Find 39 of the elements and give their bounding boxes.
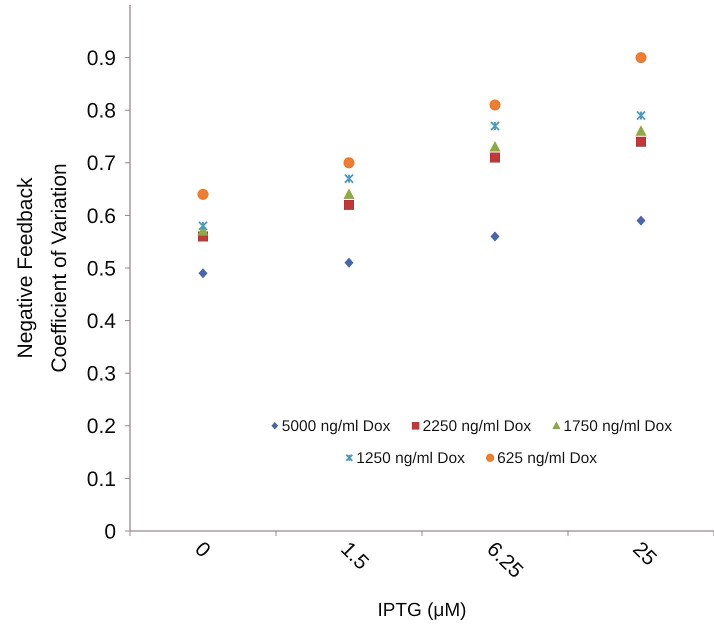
point [344,157,354,168]
point [490,99,500,110]
y-tick-label: 0.1 [86,468,116,491]
y-tick-label: 0.2 [86,415,116,438]
legend-label: 1750 ng/ml Dox [563,418,672,436]
point [636,136,646,147]
y-tick-label: 0.6 [86,204,116,228]
y-tick-label: 0.5 [86,257,116,280]
point [344,188,354,199]
y-axis-title: Negative Feedback Coefficient of Variation [14,163,71,373]
point [344,200,354,210]
point [198,221,208,231]
point [344,174,354,184]
x-tick-label: 1.5 [336,537,374,574]
point [636,125,646,136]
y-tick-label: 0.4 [86,310,116,333]
x-tick-label: 25 [628,537,662,570]
point [490,152,500,163]
y-tick-label: 0.7 [86,152,116,176]
point [490,141,500,152]
y-tick-label: 0.8 [86,100,116,123]
legend-label: 5000 ng/ml Dox [282,418,391,436]
point [198,268,208,278]
x-tick-label: 0 [190,537,215,562]
point [490,231,500,242]
y-tick-label: 0.9 [86,46,116,70]
point [636,110,646,120]
point [636,216,646,226]
point [344,258,354,268]
point [490,121,500,131]
legend-label: 625 ng/ml Dox [497,450,598,468]
legend-label: 2250 ng/ml Dox [422,418,532,436]
y-tick-label: 0 [104,520,116,544]
point [636,52,646,64]
y-tick-label: 0.3 [86,362,116,386]
x-axis-title: IPTG (μM) [377,600,467,621]
x-tick-label: 6.25 [482,537,528,583]
point [198,188,208,200]
legend-label: 1250 ng/ml Dox [356,450,466,468]
